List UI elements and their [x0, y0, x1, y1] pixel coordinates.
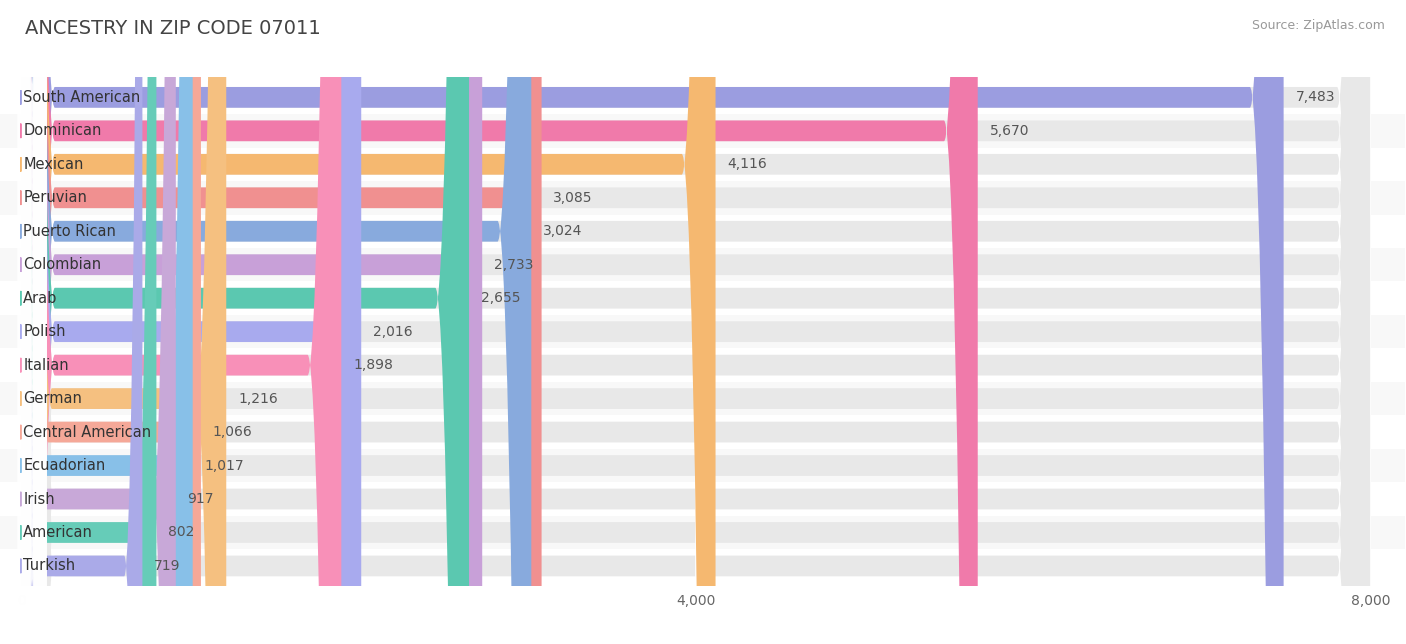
Bar	[0, 80, 1405, 114]
FancyBboxPatch shape	[21, 0, 716, 644]
FancyBboxPatch shape	[18, 0, 46, 644]
FancyBboxPatch shape	[21, 0, 142, 644]
FancyBboxPatch shape	[18, 0, 46, 644]
Text: 2,733: 2,733	[494, 258, 533, 272]
FancyBboxPatch shape	[21, 0, 193, 644]
FancyBboxPatch shape	[21, 0, 470, 644]
Bar	[0, 449, 1405, 482]
Bar	[0, 181, 1405, 214]
FancyBboxPatch shape	[18, 0, 46, 644]
Text: American: American	[24, 525, 93, 540]
Text: 2,655: 2,655	[481, 291, 520, 305]
Bar	[0, 348, 1405, 382]
FancyBboxPatch shape	[21, 0, 1371, 644]
FancyBboxPatch shape	[18, 0, 46, 644]
FancyBboxPatch shape	[21, 0, 342, 644]
Bar	[0, 147, 1405, 181]
FancyBboxPatch shape	[21, 0, 1371, 644]
Bar	[0, 516, 1405, 549]
Bar	[0, 114, 1405, 147]
Text: 719: 719	[155, 559, 181, 573]
FancyBboxPatch shape	[18, 0, 46, 644]
FancyBboxPatch shape	[18, 0, 46, 644]
Text: Source: ZipAtlas.com: Source: ZipAtlas.com	[1251, 19, 1385, 32]
Bar	[0, 482, 1405, 516]
Text: Colombian: Colombian	[24, 257, 101, 272]
FancyBboxPatch shape	[21, 0, 1371, 644]
FancyBboxPatch shape	[21, 0, 156, 644]
Text: 1,898: 1,898	[353, 358, 394, 372]
Text: 1,017: 1,017	[204, 459, 245, 473]
Text: Central American: Central American	[24, 424, 152, 440]
Text: Italian: Italian	[24, 357, 69, 373]
Bar	[0, 281, 1405, 315]
Text: 802: 802	[169, 526, 194, 540]
Text: 917: 917	[187, 492, 214, 506]
Text: Turkish: Turkish	[24, 558, 76, 573]
FancyBboxPatch shape	[21, 0, 1371, 644]
FancyBboxPatch shape	[21, 0, 176, 644]
Text: 5,670: 5,670	[990, 124, 1029, 138]
FancyBboxPatch shape	[21, 0, 977, 644]
Text: 1,216: 1,216	[238, 392, 278, 406]
FancyBboxPatch shape	[18, 0, 46, 644]
Text: 2,016: 2,016	[373, 325, 413, 339]
Text: South American: South American	[24, 90, 141, 105]
FancyBboxPatch shape	[21, 0, 1371, 644]
FancyBboxPatch shape	[18, 0, 46, 644]
FancyBboxPatch shape	[21, 0, 1371, 644]
Bar	[0, 382, 1405, 415]
FancyBboxPatch shape	[18, 0, 46, 644]
Text: Ecuadorian: Ecuadorian	[24, 458, 105, 473]
Text: Mexican: Mexican	[24, 156, 84, 172]
Text: Arab: Arab	[24, 290, 58, 306]
FancyBboxPatch shape	[18, 0, 46, 644]
Text: 3,085: 3,085	[554, 191, 593, 205]
FancyBboxPatch shape	[21, 0, 1371, 644]
Text: 7,483: 7,483	[1295, 90, 1334, 104]
FancyBboxPatch shape	[21, 0, 226, 644]
FancyBboxPatch shape	[21, 0, 1371, 644]
Text: ANCESTRY IN ZIP CODE 07011: ANCESTRY IN ZIP CODE 07011	[25, 19, 321, 39]
FancyBboxPatch shape	[21, 0, 1371, 644]
Bar	[0, 415, 1405, 449]
Text: German: German	[24, 391, 82, 406]
Bar	[0, 248, 1405, 281]
FancyBboxPatch shape	[18, 0, 46, 644]
FancyBboxPatch shape	[21, 0, 1371, 644]
FancyBboxPatch shape	[21, 0, 482, 644]
FancyBboxPatch shape	[21, 0, 1371, 644]
Text: Peruvian: Peruvian	[24, 190, 87, 205]
Text: Polish: Polish	[24, 324, 66, 339]
FancyBboxPatch shape	[21, 0, 1371, 644]
Text: Puerto Rican: Puerto Rican	[24, 223, 117, 239]
FancyBboxPatch shape	[18, 0, 46, 644]
Bar	[0, 214, 1405, 248]
Bar	[0, 315, 1405, 348]
Bar	[0, 549, 1405, 583]
FancyBboxPatch shape	[21, 0, 1371, 644]
Text: 3,024: 3,024	[543, 224, 582, 238]
FancyBboxPatch shape	[21, 0, 531, 644]
Text: 1,066: 1,066	[212, 425, 253, 439]
FancyBboxPatch shape	[18, 0, 46, 644]
FancyBboxPatch shape	[18, 0, 46, 644]
Text: Dominican: Dominican	[24, 124, 101, 138]
Text: Irish: Irish	[24, 491, 55, 507]
FancyBboxPatch shape	[21, 0, 541, 644]
FancyBboxPatch shape	[21, 0, 1371, 644]
Text: 4,116: 4,116	[727, 157, 768, 171]
FancyBboxPatch shape	[21, 0, 361, 644]
FancyBboxPatch shape	[21, 0, 201, 644]
FancyBboxPatch shape	[21, 0, 1371, 644]
FancyBboxPatch shape	[18, 0, 46, 644]
FancyBboxPatch shape	[21, 0, 1284, 644]
